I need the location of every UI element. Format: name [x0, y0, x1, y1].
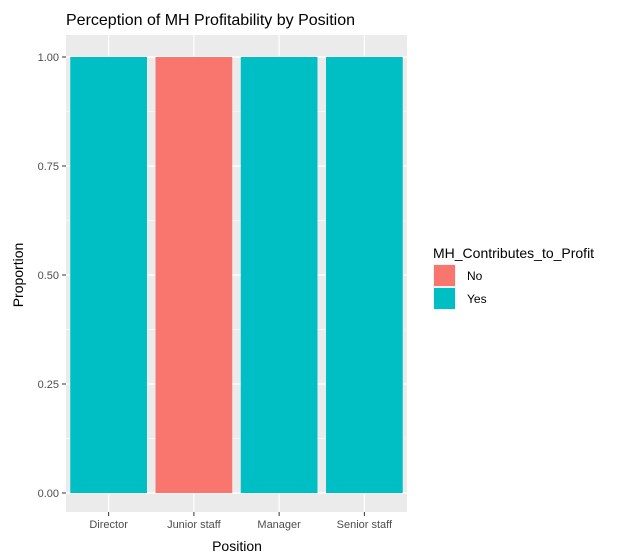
x-tick-label: Senior staff	[337, 519, 393, 531]
y-axis: 0.00 0.25 0.50 0.75 1.00	[38, 52, 66, 500]
y-tick-label: 1.00	[38, 52, 59, 64]
bar-senior-staff-yes	[326, 57, 403, 493]
bar-director-yes	[70, 57, 147, 493]
x-axis: Director Junior staff Manager Senior staff	[89, 512, 393, 531]
legend-label-yes: Yes	[467, 292, 487, 306]
bar-manager-yes	[240, 57, 318, 493]
legend: MH_Contributes_to_Profit No Yes	[433, 245, 594, 310]
x-tick-label: Junior staff	[167, 519, 222, 531]
x-tick-label: Manager	[257, 519, 301, 531]
bars	[70, 57, 403, 493]
chart-title: Perception of MH Profitability by Positi…	[66, 12, 355, 29]
x-tick-label: Director	[89, 519, 128, 531]
legend-title: MH_Contributes_to_Profit	[433, 245, 594, 261]
y-tick-label: 0.00	[38, 488, 59, 500]
legend-swatch-no	[434, 265, 455, 286]
legend-swatch-yes	[434, 288, 455, 309]
bar-junior-staff-no	[155, 57, 233, 493]
y-tick-label: 0.50	[38, 270, 59, 282]
x-axis-title: Position	[212, 538, 262, 553]
y-axis-title: Proportion	[10, 243, 26, 308]
legend-label-no: No	[467, 269, 483, 283]
y-tick-label: 0.75	[38, 161, 59, 173]
y-tick-label: 0.25	[38, 379, 59, 391]
